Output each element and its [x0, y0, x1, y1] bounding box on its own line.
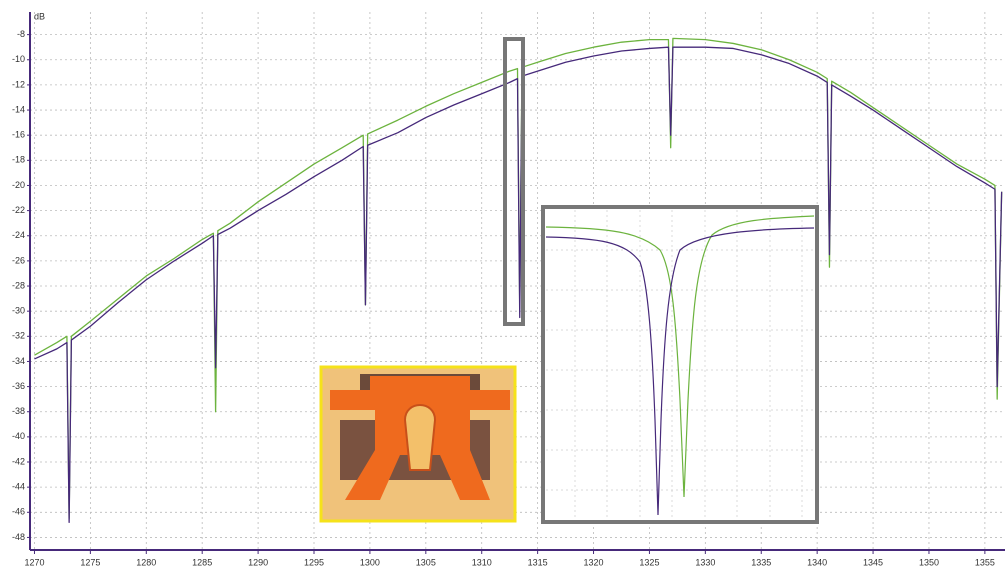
x-tick-label: 1305: [416, 557, 436, 567]
y-tick-label: -42: [12, 456, 25, 466]
x-tick-label: 1340: [807, 557, 827, 567]
device-photo: [321, 367, 515, 521]
y-tick-label: -30: [12, 306, 25, 316]
y-tick-label: -32: [12, 331, 25, 341]
x-tick-label: 1275: [80, 557, 100, 567]
y-tick-label: -10: [12, 54, 25, 64]
y-tick-label: -34: [12, 356, 25, 366]
x-tick-label: 1335: [751, 557, 771, 567]
x-tick-label: 1325: [639, 557, 659, 567]
y-tick-label: -40: [12, 431, 25, 441]
y-tick-label: -20: [12, 180, 25, 190]
y-tick-label: -36: [12, 381, 25, 391]
inset-frame: [543, 207, 817, 522]
x-tick-label: 1310: [472, 557, 492, 567]
chart: dB -8 -10 -12 -14 -16 -18 -20 -22 -24 -26 -28 -30 -3…: [0, 0, 1005, 569]
y-tick-label: -12: [12, 79, 25, 89]
y-tick-label: -28: [12, 280, 25, 290]
x-tick-label: 1290: [248, 557, 268, 567]
x-tick-label: 1285: [192, 557, 212, 567]
x-tick-label: 1270: [24, 557, 44, 567]
y-tick-label: -48: [12, 532, 25, 542]
zoom-inset: [543, 207, 817, 522]
x-tick-label: 1320: [584, 557, 604, 567]
y-tick-label: -14: [12, 104, 25, 114]
x-tick-label: 1355: [975, 557, 995, 567]
y-tick-label: -18: [12, 155, 25, 165]
x-tick-label: 1280: [136, 557, 156, 567]
x-tick-label: 1345: [863, 557, 883, 567]
y-tick-label: -16: [12, 130, 25, 140]
y-tick-label: -26: [12, 255, 25, 265]
x-tick-label: 1295: [304, 557, 324, 567]
photo-ring: [405, 405, 435, 470]
y-tick-label: -46: [12, 507, 25, 517]
y-tick-label: -44: [12, 482, 25, 492]
y-tick-label: -24: [12, 230, 25, 240]
x-tick-label: 1330: [695, 557, 715, 567]
x-tick-label: 1350: [919, 557, 939, 567]
x-tick-label: 1315: [528, 557, 548, 567]
y-tick-label: -22: [12, 205, 25, 215]
y-tick-label: -8: [17, 29, 25, 39]
y-tick-label: -38: [12, 406, 25, 416]
x-tick-label: 1300: [360, 557, 380, 567]
y-axis-label: dB: [34, 11, 45, 21]
